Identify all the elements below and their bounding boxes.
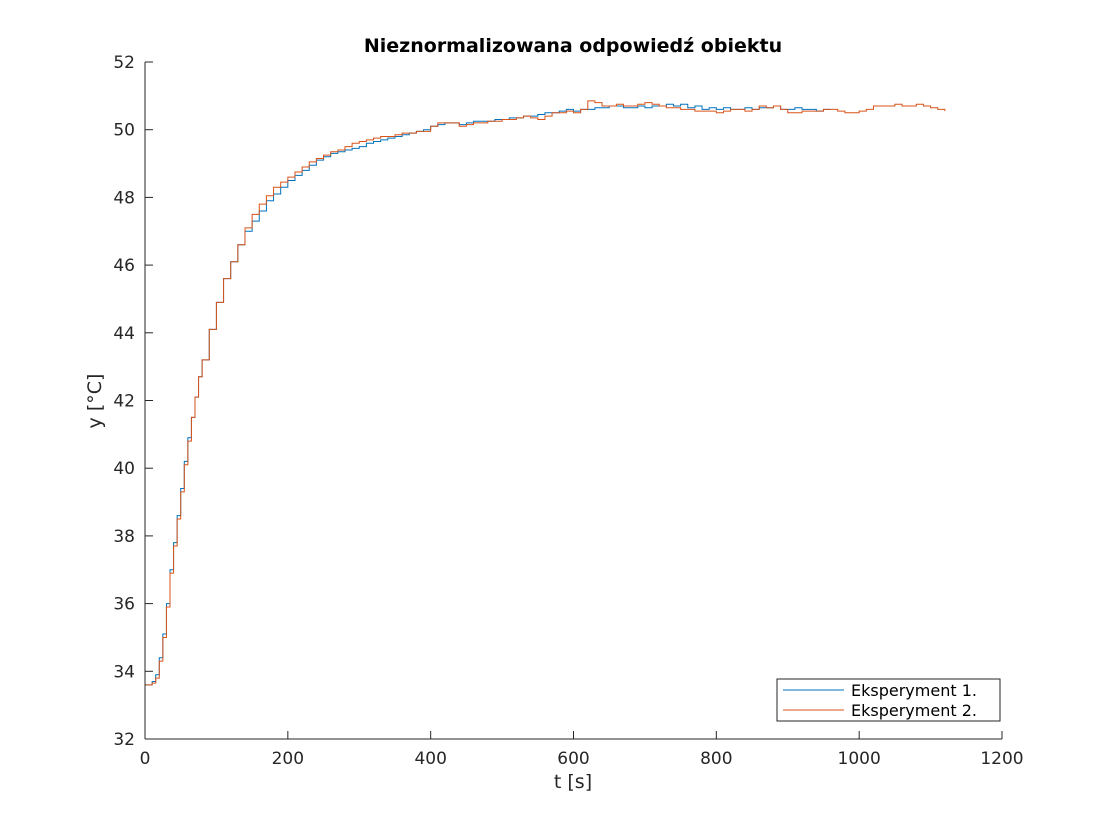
y-tick-label: 46 bbox=[113, 256, 135, 276]
y-tick-label: 50 bbox=[113, 121, 135, 141]
y-tick-label: 52 bbox=[113, 53, 135, 73]
x-axis-label: t [s] bbox=[554, 771, 592, 793]
y-tick-label: 44 bbox=[113, 324, 135, 344]
legend-label-series-2: Eksperyment 2. bbox=[851, 701, 977, 720]
x-tick-label: 0 bbox=[140, 749, 151, 769]
y-axis-label: y [°C] bbox=[84, 374, 106, 429]
series-line-2 bbox=[145, 100, 946, 686]
plot-area bbox=[145, 62, 1002, 739]
y-tick-label: 38 bbox=[113, 527, 135, 547]
legend: Eksperyment 1. Eksperyment 2. bbox=[776, 678, 1001, 722]
y-tick-label: 34 bbox=[113, 662, 135, 682]
series-layer bbox=[145, 100, 946, 686]
y-tick-label: 40 bbox=[113, 459, 135, 479]
legend-box bbox=[776, 678, 1001, 722]
ticks-layer: 0 200 400 600 800 1000 1200 32 34 36 38 40 42 44 46 48 5… bbox=[113, 53, 1023, 769]
legend-label-series-1: Eksperyment 1. bbox=[851, 681, 977, 700]
x-tick-label: 200 bbox=[272, 749, 304, 769]
x-tick-label: 600 bbox=[557, 749, 589, 769]
x-tick-label: 800 bbox=[700, 749, 732, 769]
x-tick-label: 1200 bbox=[980, 749, 1023, 769]
x-tick-label: 1000 bbox=[838, 749, 881, 769]
y-tick-label: 36 bbox=[113, 595, 135, 615]
y-tick-label: 32 bbox=[113, 730, 135, 750]
x-tick-label: 400 bbox=[414, 749, 446, 769]
y-tick-label: 42 bbox=[113, 392, 135, 412]
chart-title: Nieznormalizowana odpowiedź obiektu bbox=[364, 35, 782, 57]
y-tick-label: 48 bbox=[113, 188, 135, 208]
